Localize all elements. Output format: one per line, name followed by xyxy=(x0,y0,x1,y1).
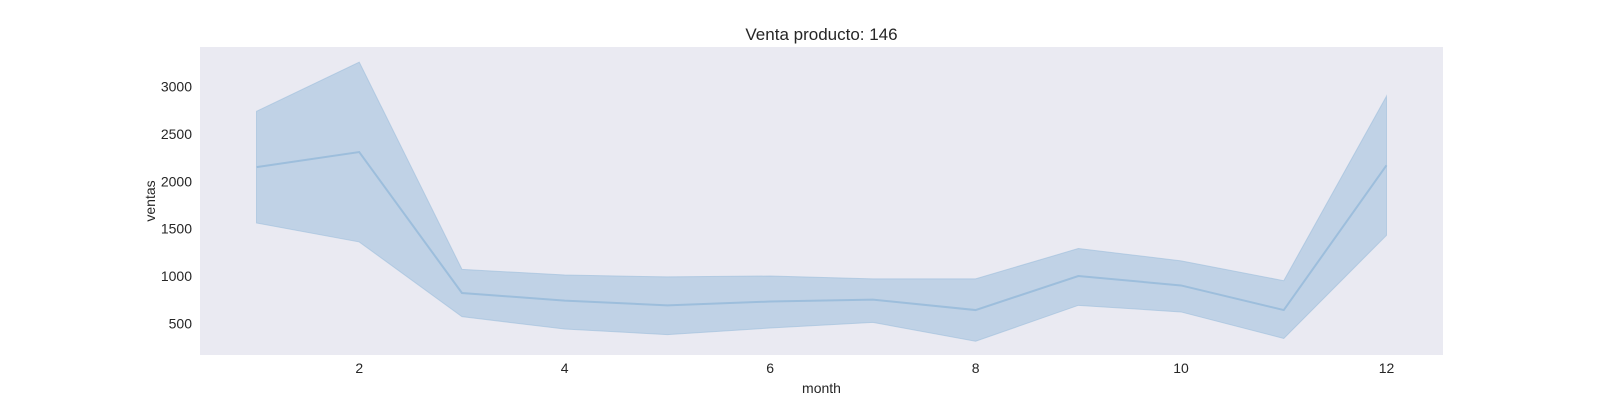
x-tick-label: 12 xyxy=(1379,360,1395,376)
x-tick-label: 8 xyxy=(972,360,980,376)
y-tick-label: 2500 xyxy=(161,126,192,142)
x-tick-label: 2 xyxy=(355,360,363,376)
y-axis-label: ventas xyxy=(142,180,158,221)
confidence-band xyxy=(256,61,1387,342)
x-tick-label: 10 xyxy=(1173,360,1189,376)
y-tick-label: 1500 xyxy=(161,221,192,237)
y-tick-label: 3000 xyxy=(161,79,192,95)
y-tick-label: 500 xyxy=(169,315,193,331)
series-line xyxy=(256,150,1388,312)
chart-title: Venta producto: 146 xyxy=(745,25,897,44)
y-tick-label: 2000 xyxy=(161,173,192,189)
x-tick-label: 4 xyxy=(561,360,569,376)
y-tick-label: 1000 xyxy=(161,268,192,284)
x-tick-label: 6 xyxy=(766,360,774,376)
x-axis-label: month xyxy=(802,380,841,396)
